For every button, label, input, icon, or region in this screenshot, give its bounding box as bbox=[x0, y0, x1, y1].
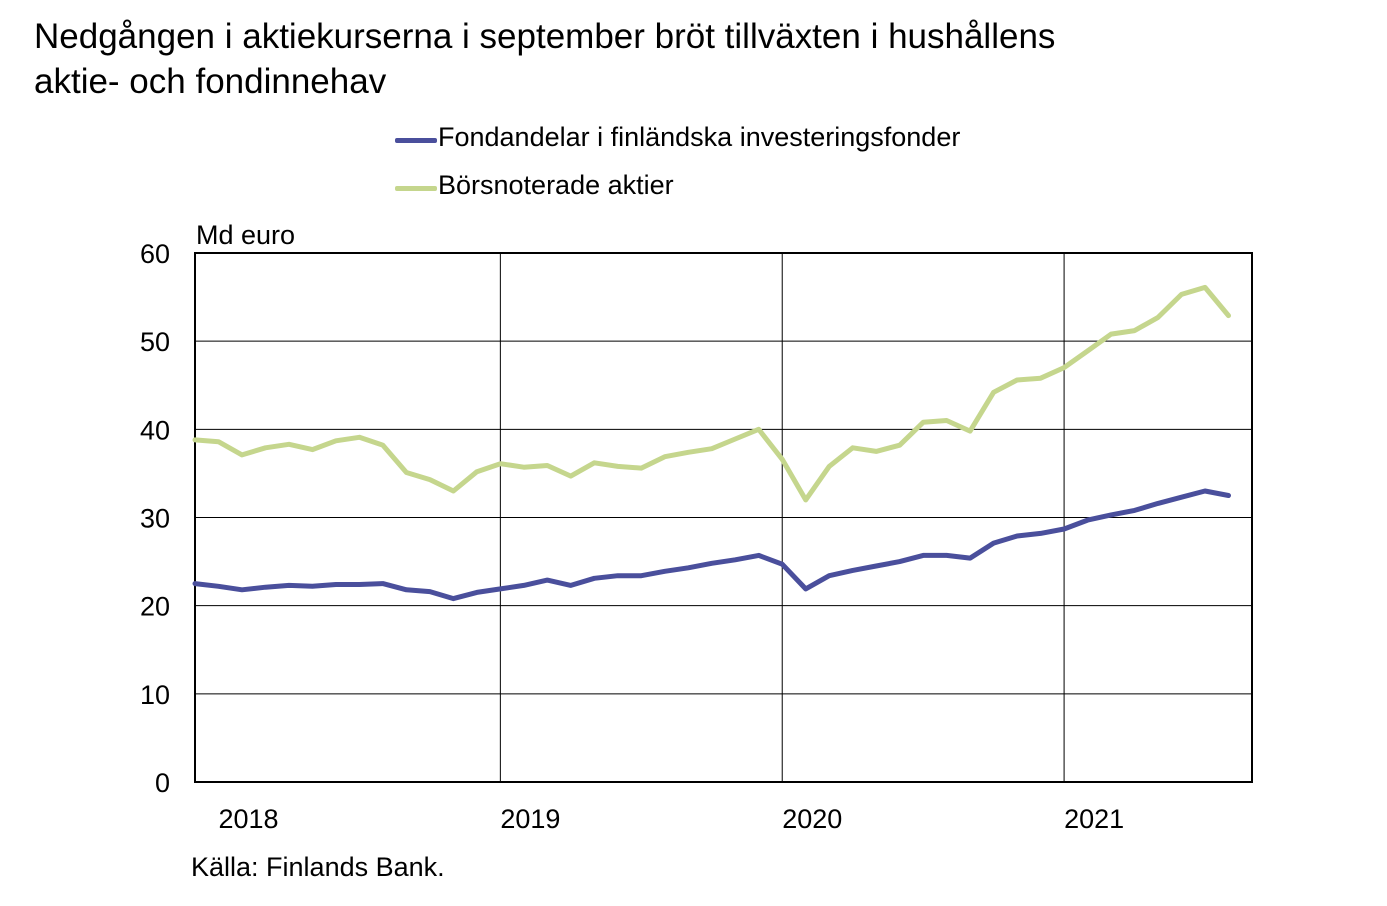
chart-title-line-2: aktie- och fondinnehav bbox=[34, 62, 387, 101]
y-axis-label: Md euro bbox=[196, 220, 295, 250]
series-line-funds bbox=[192, 488, 1231, 602]
y-tick-label-60: 60 bbox=[140, 239, 170, 269]
y-tick-label-0: 0 bbox=[155, 768, 170, 798]
gridlines bbox=[195, 253, 1252, 782]
x-tick-label-2021: 2021 bbox=[1064, 804, 1124, 834]
source-note: Källa: Finlands Bank. bbox=[191, 852, 445, 882]
chart-title: Nedgången i aktiekurserna i september br… bbox=[34, 14, 1364, 104]
y-tick-label-50: 50 bbox=[140, 327, 170, 357]
y-tick-label-30: 30 bbox=[140, 504, 170, 534]
legend-swatch-stocks bbox=[395, 186, 437, 191]
y-tick-label-20: 20 bbox=[140, 592, 170, 622]
x-tick-label-2020: 2020 bbox=[782, 804, 842, 834]
plot-frame bbox=[194, 252, 1253, 783]
legend-label-funds: Fondandelar i finländska investeringsfon… bbox=[438, 122, 961, 152]
series-lines bbox=[192, 284, 1231, 602]
y-tick-label-10: 10 bbox=[140, 680, 170, 710]
y-tick-label-40: 40 bbox=[140, 415, 170, 445]
series-line-stocks bbox=[192, 284, 1231, 503]
legend-swatch-funds bbox=[395, 138, 437, 143]
x-tick-label-2018: 2018 bbox=[218, 804, 278, 834]
x-axis-ticks: 2018 2019 2020 2021 bbox=[218, 804, 1124, 834]
legend-label-stocks: Börsnoterade aktier bbox=[438, 170, 674, 200]
chart-title-line-1: Nedgången i aktiekurserna i september br… bbox=[34, 17, 1056, 56]
y-axis-ticks: 0 10 20 30 40 50 60 bbox=[140, 239, 170, 798]
x-tick-label-2019: 2019 bbox=[500, 804, 560, 834]
